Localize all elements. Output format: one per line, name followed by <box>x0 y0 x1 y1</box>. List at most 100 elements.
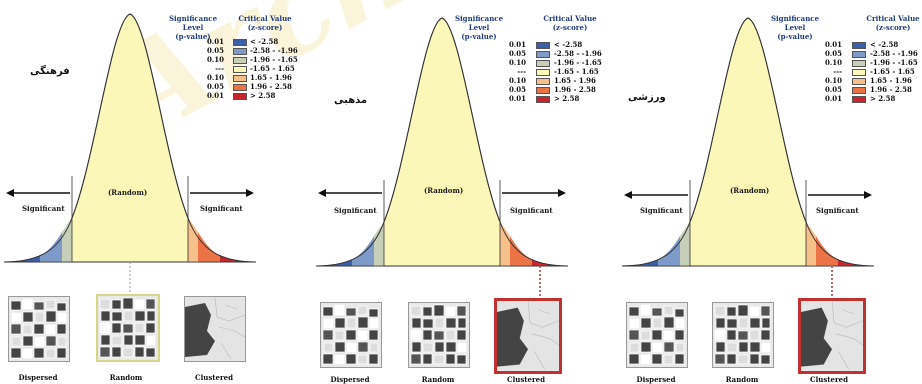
map-clustered <box>184 296 246 362</box>
panel-title: ورزشی <box>628 92 666 103</box>
caption-dispersed: Dispersed <box>636 375 676 384</box>
swatch <box>852 51 866 58</box>
legend-row: 0.10 1.65 - 1.96 <box>760 76 922 85</box>
crit-header-text: Critical Value <box>543 14 597 23</box>
legend-sig-header: Significance Level (p-value) <box>760 14 830 41</box>
normal-curve <box>3 13 257 292</box>
legend-sig-header: Significance Level (p-value) <box>160 14 226 41</box>
map-clustered <box>798 298 866 374</box>
legend-crit-header: Critical Value (z-score) <box>540 14 600 32</box>
panel-sports: ورزشی (Random) Significant Significant S… <box>618 0 922 384</box>
legend-z: -2.58 - -1.96 <box>250 46 298 55</box>
caption-dispersed: Dispersed <box>18 373 58 382</box>
legend-p: 0.10 <box>508 58 526 67</box>
caption-random: Random <box>421 375 455 384</box>
legend-crit-header: Critical Value (z-score) <box>864 14 922 32</box>
crit-header-text: Critical Value <box>866 14 920 23</box>
swatch <box>536 96 550 103</box>
legend-crit-header: Critical Value (z-score) <box>230 14 300 32</box>
legend-row: 0.10 -1.96 - -1.65 <box>444 58 604 67</box>
map-random <box>408 302 470 368</box>
legend-z: 1.65 - 1.96 <box>870 76 912 85</box>
legend-p: 0.05 <box>508 49 526 58</box>
label-significant-left: Significant <box>334 206 377 215</box>
legend-z: -1.65 - 1.65 <box>554 67 599 76</box>
label-random: (Random) <box>108 188 148 197</box>
legend-z: -2.58 - -1.96 <box>870 49 918 58</box>
swatch <box>536 69 550 76</box>
legend-z: < -2.58 <box>870 40 899 49</box>
legend-z: < -2.58 <box>554 40 583 49</box>
legend-z: > 2.58 <box>554 94 580 103</box>
legend-p: --- <box>215 64 224 73</box>
crit-sub-text: (z-score) <box>247 23 283 32</box>
legend-p: --- <box>833 67 842 76</box>
legend-p: 0.10 <box>206 55 224 64</box>
swatch <box>233 39 247 46</box>
legend-z: 1.96 - 2.58 <box>250 82 292 91</box>
label-significant-left: Significant <box>640 206 683 215</box>
sig-sub-text: (p-value) <box>777 32 813 41</box>
legend-row: 0.05 -2.58 - -1.96 <box>760 49 922 58</box>
swatch <box>852 78 866 85</box>
label-random: (Random) <box>424 186 464 195</box>
legend-z: > 2.58 <box>870 94 896 103</box>
legend-row: 0.01 < -2.58 <box>160 37 308 46</box>
legend-z: 1.96 - 2.58 <box>870 85 912 94</box>
legend: Significance Level (p-value) Critical Va… <box>760 14 922 114</box>
swatch <box>852 69 866 76</box>
legend-z: -1.96 - -1.65 <box>870 58 918 67</box>
legend-p: 0.05 <box>508 85 526 94</box>
map-dispersed <box>8 296 70 362</box>
legend-p: 0.10 <box>824 76 842 85</box>
caption-dispersed: Dispersed <box>330 375 370 384</box>
legend-z: -1.96 - -1.65 <box>554 58 602 67</box>
swatch <box>852 60 866 67</box>
legend-z: -2.58 - -1.96 <box>554 49 602 58</box>
label-random: (Random) <box>730 186 770 195</box>
legend: Significance Level (p-value) Critical Va… <box>444 14 604 114</box>
map-random <box>712 302 774 368</box>
legend-p: 0.05 <box>206 46 224 55</box>
legend-row: 0.01 < -2.58 <box>444 40 604 49</box>
legend-sig-header: Significance Level (p-value) <box>444 14 514 41</box>
caption-clustered: Clustered <box>507 375 545 384</box>
map-random <box>96 294 160 362</box>
legend-row: 0.05 1.96 - 2.58 <box>760 85 922 94</box>
legend-row: 0.01 > 2.58 <box>160 91 308 100</box>
legend-z: -1.65 - 1.65 <box>250 64 295 73</box>
label-significant-right: Significant <box>816 206 859 215</box>
legend-p: 0.10 <box>206 73 224 82</box>
legend-z: < -2.58 <box>250 37 279 46</box>
label-significant-right: Significant <box>200 204 243 213</box>
crit-header-text: Critical Value <box>238 14 292 23</box>
crit-sub-text: (z-score) <box>552 23 588 32</box>
crit-sub-text: (z-score) <box>875 23 911 32</box>
swatch <box>536 42 550 49</box>
legend: Significance Level (p-value) Critical Va… <box>160 14 308 114</box>
swatch <box>233 66 247 73</box>
legend-row: 0.05 -2.58 - -1.96 <box>444 49 604 58</box>
map-clustered <box>494 298 562 374</box>
legend-p: 0.01 <box>508 94 526 103</box>
legend-p: 0.01 <box>206 91 224 100</box>
caption-clustered: Clustered <box>810 375 848 384</box>
legend-row: 0.10 -1.96 - -1.65 <box>160 55 308 64</box>
legend-p: 0.05 <box>824 49 842 58</box>
label-significant-left: Significant <box>22 204 65 213</box>
swatch <box>233 57 247 64</box>
swatch <box>233 48 247 55</box>
legend-row: 0.10 1.65 - 1.96 <box>160 73 308 82</box>
sig-sub-text: (p-value) <box>175 32 211 41</box>
legend-z: -1.65 - 1.65 <box>870 67 915 76</box>
sig-header-text: Significance Level <box>770 14 820 32</box>
swatch <box>536 78 550 85</box>
sig-header-text: Significance Level <box>168 14 218 32</box>
legend-p: 0.05 <box>824 85 842 94</box>
swatch <box>852 96 866 103</box>
panel-religious: مذهبی (Random) Significant Significant S… <box>312 0 612 384</box>
swatch <box>536 51 550 58</box>
sig-header-text: Significance Level <box>454 14 504 32</box>
legend-z: -1.96 - -1.65 <box>250 55 298 64</box>
legend-z: 1.65 - 1.96 <box>250 73 292 82</box>
